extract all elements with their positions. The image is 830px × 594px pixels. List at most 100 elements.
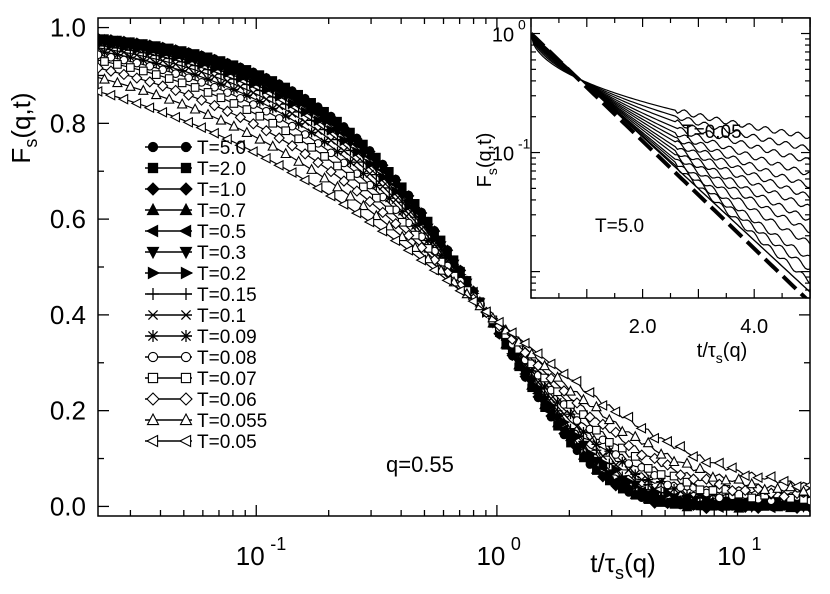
main-data-point <box>695 489 705 500</box>
legend-label: T=0.5 <box>197 222 246 243</box>
main-data-point <box>273 83 284 95</box>
main-data-point <box>182 89 195 101</box>
legend-label: T=0.15 <box>197 285 257 306</box>
legend-marker-left <box>147 162 159 174</box>
main-data-point <box>124 80 136 91</box>
legend-marker-right <box>179 412 193 426</box>
legend-marker-right <box>178 434 192 448</box>
main-data-point <box>234 139 245 151</box>
main-data-point <box>131 72 143 84</box>
legend-marker-left <box>146 246 160 260</box>
legend-marker-left <box>146 182 160 196</box>
main-data-point <box>346 171 355 181</box>
main-data-point <box>572 431 584 442</box>
main-data-point <box>306 115 317 126</box>
main-data-point <box>137 84 149 95</box>
main-data-point <box>157 80 169 92</box>
main-data-point <box>273 159 284 171</box>
legend-entry: T=0.09 <box>145 327 257 348</box>
main-data-point <box>197 77 206 87</box>
legend-entry: T=0.05 <box>145 432 257 453</box>
main-data-point <box>359 182 368 192</box>
legend: T=5.0T=2.0T=1.0T=0.7T=0.5T=0.3T=0.2T=0.1… <box>145 138 267 453</box>
main-data-point <box>707 497 718 508</box>
main-data-point <box>609 406 621 418</box>
legend-entry: T=0.055 <box>145 411 267 432</box>
main-data-point <box>402 244 414 256</box>
main-data-point <box>377 206 389 219</box>
main-data-point <box>208 99 221 112</box>
main-data-point <box>650 484 659 494</box>
main-data-point <box>312 156 324 169</box>
main-data-point <box>622 411 634 423</box>
legend-entry: T=0.1 <box>145 306 246 327</box>
legend-marker-left <box>146 392 160 406</box>
legend-label: T=0.06 <box>197 390 257 411</box>
main-data-point <box>376 225 388 237</box>
main-data-point <box>624 476 635 488</box>
main-data-point <box>242 105 252 114</box>
main-data-point <box>280 147 292 159</box>
main-y-tick-label: 1.0 <box>50 13 86 43</box>
main-data-point <box>371 180 382 191</box>
main-data-point <box>132 58 142 68</box>
legend-entry: T=0.2 <box>145 264 246 285</box>
main-data-point <box>397 206 408 217</box>
main-data-point <box>371 193 381 203</box>
main-data-point <box>293 106 304 117</box>
main-data-point <box>164 61 175 72</box>
main-data-point <box>260 124 273 137</box>
main-data-point <box>681 457 693 468</box>
main-data-point <box>98 50 103 60</box>
main-data-point <box>616 425 628 437</box>
main-data-point <box>635 422 647 434</box>
main-data-point <box>311 182 323 194</box>
main-data-point <box>215 114 227 125</box>
main-data-point <box>702 496 711 506</box>
legend-marker-left <box>147 266 161 280</box>
main-data-point <box>539 381 550 392</box>
main-data-point <box>570 375 582 387</box>
legend-label: T=0.07 <box>197 369 257 390</box>
main-data-point <box>228 84 239 95</box>
main-data-point <box>189 103 201 114</box>
inset-x-tick-label: 2.0 <box>629 316 657 338</box>
main-data-point <box>203 74 213 85</box>
legend-marker-right <box>180 330 192 342</box>
main-data-point <box>241 90 252 101</box>
legend-label: T=0.09 <box>197 327 257 348</box>
main-data-point <box>324 190 336 202</box>
main-data-point <box>423 235 434 246</box>
main-data-point <box>404 200 415 212</box>
main-data-point <box>720 473 732 485</box>
main-data-point <box>274 114 284 123</box>
main-data-point <box>358 168 369 179</box>
legend-marker-right <box>180 288 192 300</box>
main-data-point <box>216 79 226 90</box>
main-data-point <box>441 274 452 286</box>
main-series-group <box>98 32 810 515</box>
main-data-point <box>637 484 648 496</box>
inset-xlabel-sub: s <box>716 350 723 366</box>
main-data-point <box>268 118 278 128</box>
main-data-point <box>436 250 446 261</box>
main-x-tick-label: 10 <box>476 541 505 571</box>
main-data-point <box>306 163 318 174</box>
main-data-point <box>267 103 278 114</box>
main-data-point <box>169 84 182 97</box>
main-x-tick-exponent: 0 <box>511 534 521 554</box>
main-data-point <box>254 85 265 96</box>
main-series-T=0.05 <box>98 85 810 493</box>
main-data-point <box>357 199 369 211</box>
main-data-point <box>713 457 724 469</box>
main-xlabel-sub: s <box>615 563 624 583</box>
main-data-point <box>313 126 323 136</box>
main-data-point <box>99 73 110 84</box>
main-data-point <box>656 470 666 479</box>
main-data-point <box>229 99 239 108</box>
main-data-point <box>389 235 401 247</box>
main-data-point <box>156 106 168 118</box>
main-data-point <box>759 483 771 494</box>
main-data-point <box>603 413 615 425</box>
main-data-point <box>720 494 731 505</box>
